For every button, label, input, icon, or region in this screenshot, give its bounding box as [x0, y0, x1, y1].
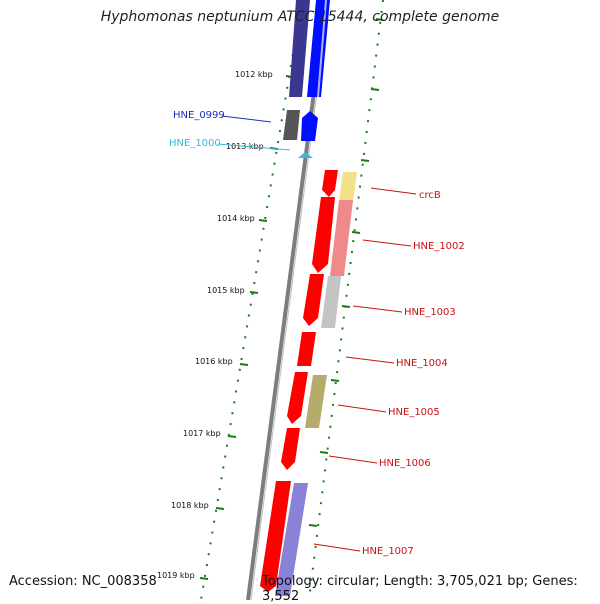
- map-title: Hyphomonas neptunium ATCC 15444, complet…: [100, 9, 500, 25]
- gene-arrow-crcb[interactable]: [322, 170, 338, 197]
- cog-box-1005: [305, 375, 327, 428]
- gene-arrow-1006[interactable]: [281, 428, 300, 470]
- gene-arrow-navy-top[interactable]: [289, 0, 310, 97]
- leader-hne-1005: [337, 404, 387, 413]
- gene-label-hne-1000[interactable]: HNE_1000: [169, 138, 221, 149]
- gene-label-crcb[interactable]: crcB: [419, 190, 441, 201]
- cog-box-1007: [275, 483, 308, 596]
- outer-dotted-ring-right: [308, 0, 384, 601]
- tick-label-1018: 1018 kbp: [171, 501, 209, 510]
- gene-arrow-1000[interactable]: [298, 152, 313, 158]
- leader-hne-1002: [362, 239, 412, 247]
- cog-box-1003: [321, 276, 341, 328]
- tick-label-1015: 1015 kbp: [207, 286, 245, 295]
- accession-text: Accession: NC_008358: [9, 574, 157, 589]
- gene-label-hne-1005[interactable]: HNE_1005: [388, 407, 440, 418]
- genome-backbone: [246, 0, 328, 601]
- gene-label-hne-1004[interactable]: HNE_1004: [396, 358, 448, 369]
- gene-arrow-1007[interactable]: [260, 481, 291, 592]
- leader-hne-1006: [328, 455, 378, 464]
- gene-arrow-1003[interactable]: [303, 274, 324, 326]
- leader-crcb: [370, 187, 417, 195]
- ruler-ticks-right: [308, 18, 384, 527]
- gene-label-hne-0999[interactable]: HNE_0999: [173, 110, 225, 121]
- gene-arrow-1002[interactable]: [312, 197, 335, 273]
- tick-label-1012: 1012 kbp: [235, 70, 273, 79]
- gene-label-hne-1003[interactable]: HNE_1003: [404, 307, 456, 318]
- leader-hne-0999: [221, 115, 272, 123]
- outer-dotted-ring-left: [200, 0, 303, 601]
- tick-label-1019: 1019 kbp: [157, 571, 195, 580]
- leader-hne-1003: [352, 305, 403, 313]
- gene-arrow-gray-0999[interactable]: [283, 110, 300, 140]
- tick-label-1017: 1017 kbp: [183, 429, 221, 438]
- gene-arrow-1005[interactable]: [287, 372, 308, 424]
- cog-box-1002: [330, 200, 353, 276]
- genome-backbone-highlight: [250, 0, 330, 601]
- gene-arrow-blue-top-shade: [317, 0, 327, 98]
- leader-hne-1007: [313, 543, 361, 552]
- leader-hne-1004: [345, 356, 395, 364]
- gene-arrow-blue-0999[interactable]: [301, 111, 318, 141]
- cog-box-crcb: [339, 172, 357, 202]
- leader-hne-1000: [217, 143, 291, 151]
- gene-label-hne-1007[interactable]: HNE_1007: [362, 546, 414, 557]
- gene-label-hne-1006[interactable]: HNE_1006: [379, 458, 431, 469]
- gene-arrow-1004[interactable]: [297, 332, 316, 366]
- tick-label-1014: 1014 kbp: [217, 214, 255, 223]
- gene-label-hne-1002[interactable]: HNE_1002: [413, 241, 465, 252]
- tick-label-1016: 1016 kbp: [195, 357, 233, 366]
